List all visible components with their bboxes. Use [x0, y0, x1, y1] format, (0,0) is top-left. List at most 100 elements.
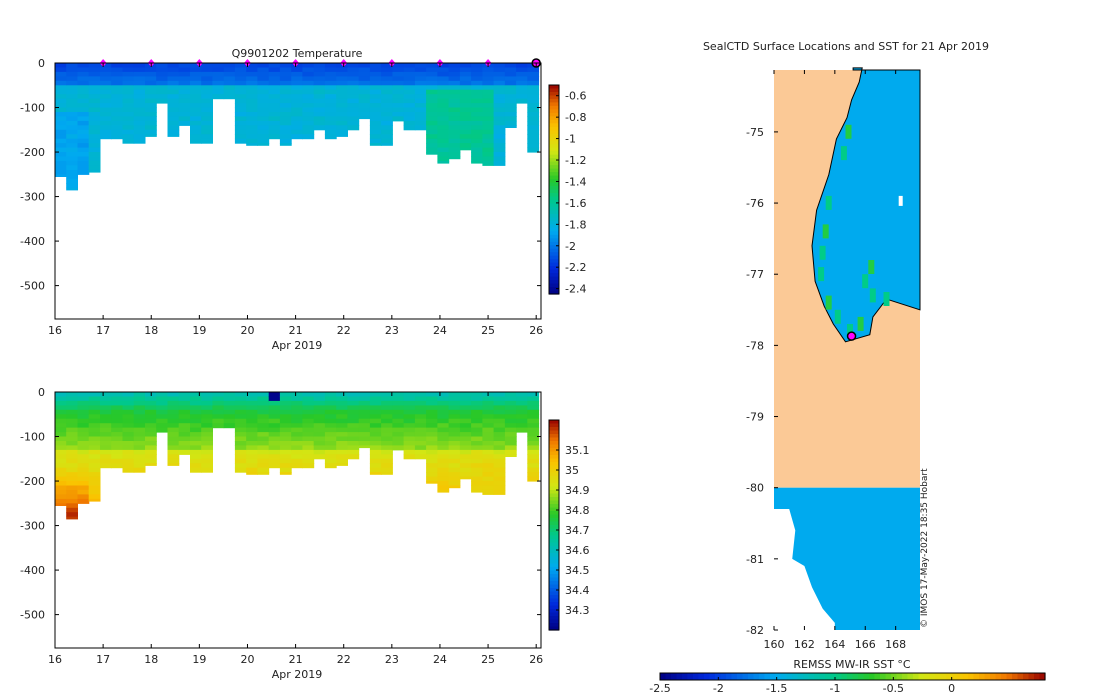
colorbar-segment	[549, 217, 559, 222]
heatmap-cell	[493, 472, 506, 478]
heatmap-cell	[268, 409, 281, 415]
heatmap-cell	[347, 432, 360, 438]
colorbar-segment	[863, 673, 870, 680]
colorbar-segment	[549, 154, 559, 159]
heatmap-cell	[66, 120, 78, 126]
heatmap-cell	[246, 138, 258, 144]
heatmap-cell	[324, 107, 337, 113]
heatmap-cell	[426, 436, 438, 442]
heatmap-cell	[257, 89, 270, 95]
heatmap-cell	[66, 67, 78, 73]
colorbar-segment	[549, 434, 559, 439]
heatmap-cell	[234, 409, 247, 415]
heatmap-cell	[279, 116, 292, 122]
heatmap-cell	[88, 481, 101, 486]
heatmap-cell	[234, 134, 247, 140]
y-tick-label: -200	[20, 475, 45, 488]
heatmap-cell	[493, 489, 506, 495]
heatmap-cell	[201, 98, 213, 104]
heatmap-cell	[527, 138, 540, 144]
heatmap-cell	[493, 138, 506, 144]
heatmap-cell	[268, 134, 281, 140]
heatmap-cell	[201, 103, 213, 109]
heatmap-cell	[66, 76, 78, 82]
heatmap-cell	[471, 67, 483, 73]
heatmap-cell	[100, 89, 112, 95]
heatmap-cell	[268, 71, 281, 77]
colorbar-segment	[995, 673, 1002, 680]
heatmap-cell	[437, 89, 450, 95]
heatmap-cell	[437, 467, 450, 473]
heatmap-cell	[324, 129, 337, 135]
heatmap-cell	[381, 112, 393, 117]
heatmap-cell	[111, 445, 123, 451]
heatmap-cell	[66, 103, 78, 109]
heatmap-cell	[527, 112, 540, 117]
heatmap-cell	[145, 120, 157, 126]
heatmap-cell	[88, 67, 101, 73]
colorbar-segment	[549, 546, 559, 551]
heatmap-cell	[133, 134, 146, 140]
heatmap-cell	[246, 85, 258, 91]
heatmap-cell	[381, 463, 393, 469]
heatmap-cell	[459, 476, 472, 480]
heatmap-cell	[516, 76, 528, 82]
heatmap-cell	[201, 67, 213, 73]
heatmap-cell	[459, 463, 472, 469]
heatmap-cell	[324, 116, 337, 122]
colorbar-segment	[549, 144, 559, 149]
heatmap-cell	[122, 138, 135, 144]
heatmap-cell	[77, 80, 90, 86]
heatmap-cell	[426, 481, 438, 484]
heatmap-cell	[167, 409, 180, 415]
heatmap-cell	[257, 120, 270, 126]
heatmap-cell	[347, 67, 360, 73]
heatmap-cell	[324, 436, 337, 442]
salinity-x-axis: 16 17 18 19 20 21 22 23 24 25 26	[48, 392, 543, 666]
heatmap-cell	[246, 392, 258, 397]
heatmap-cell	[291, 103, 303, 109]
heatmap-cell	[369, 463, 382, 469]
heatmap-cell	[88, 94, 101, 100]
heatmap-cell	[246, 409, 258, 415]
heatmap-cell	[246, 405, 258, 411]
heatmap-cell	[55, 445, 67, 451]
heatmap-cell	[279, 103, 292, 109]
heatmap-cell	[392, 392, 405, 397]
heatmap-cell	[201, 396, 213, 402]
colorbar-tick-label: -1.2	[565, 154, 586, 167]
heatmap-cell	[111, 80, 123, 86]
heatmap-cell	[178, 441, 191, 446]
heatmap-cell	[471, 432, 483, 438]
heatmap-cell	[190, 120, 202, 126]
heatmap-cell	[100, 409, 112, 415]
heatmap-cell	[279, 463, 292, 469]
heatmap-cell	[66, 436, 78, 442]
x-tick-label: 20	[240, 324, 254, 337]
heatmap-cell	[77, 436, 90, 442]
heatmap-cell	[324, 63, 337, 68]
heatmap-cell	[482, 458, 495, 464]
colorbar-segment	[1023, 673, 1030, 680]
y-tick-label: -100	[20, 102, 45, 115]
heatmap-cell	[167, 400, 180, 406]
heatmap-cell	[167, 449, 180, 455]
heatmap-cell	[347, 125, 360, 131]
heatmap-cell	[178, 76, 191, 82]
heatmap-cell	[156, 63, 168, 68]
heatmap-cell	[111, 436, 123, 442]
heatmap-cell	[55, 392, 67, 397]
heatmap-cell	[167, 405, 180, 411]
heatmap-cell	[201, 418, 213, 424]
heatmap-cell	[190, 76, 202, 82]
heatmap-cell	[268, 454, 281, 460]
colorbar-segment	[792, 673, 799, 680]
colorbar-segment	[549, 186, 559, 191]
heatmap-cell	[133, 427, 146, 433]
colorbar-segment	[549, 427, 559, 432]
heatmap-cell	[167, 423, 180, 429]
colorbar-segment	[549, 542, 559, 547]
heatmap-cell	[482, 134, 495, 140]
heatmap-cell	[167, 445, 180, 451]
